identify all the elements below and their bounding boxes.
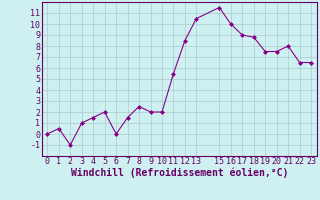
X-axis label: Windchill (Refroidissement éolien,°C): Windchill (Refroidissement éolien,°C) [70,168,288,178]
